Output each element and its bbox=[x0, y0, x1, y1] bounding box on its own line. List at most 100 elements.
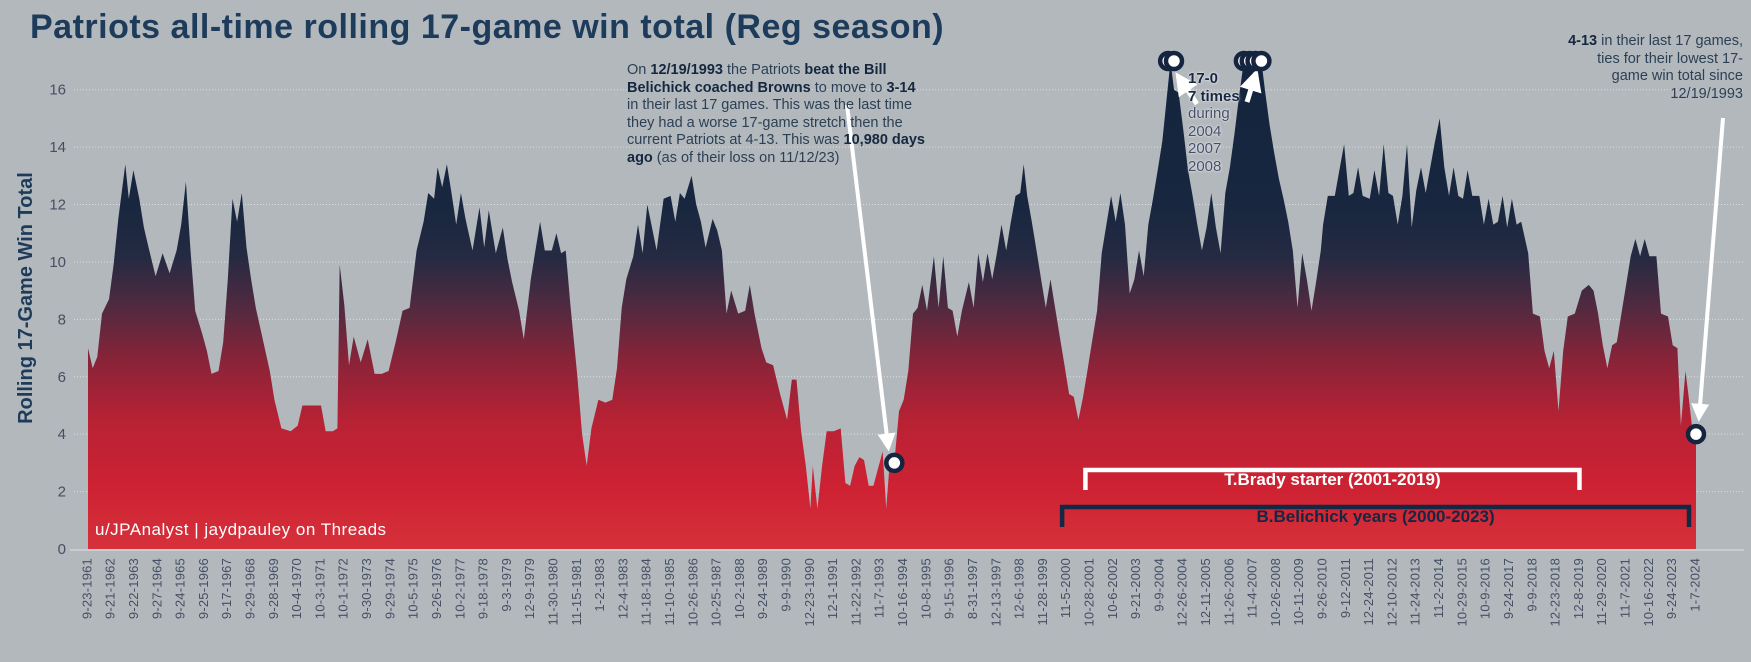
x-tick-label: 9-21-2003 bbox=[1128, 558, 1143, 619]
x-tick-label: 12-13-1997 bbox=[988, 558, 1003, 627]
era-bracket-label: T.Brady starter (2001-2019) bbox=[1224, 470, 1440, 489]
area-series bbox=[88, 61, 1696, 549]
arrow-17-0-right-icon bbox=[1239, 68, 1262, 103]
x-tick-label: 10-1-1972 bbox=[336, 558, 351, 619]
y-tick-label: 8 bbox=[58, 311, 66, 328]
x-tick-label: 10-16-1994 bbox=[895, 558, 910, 627]
x-tick-label: 9-28-1969 bbox=[266, 558, 281, 619]
x-tick-label: 12-10-2012 bbox=[1384, 558, 1399, 627]
x-tick-label: 12-9-1979 bbox=[522, 558, 537, 619]
x-tick-label: 9-29-1974 bbox=[382, 558, 397, 619]
x-tick-label: 9-9-1990 bbox=[779, 558, 794, 612]
marker-17-0 bbox=[1251, 50, 1272, 72]
x-tick-label: 10-28-2001 bbox=[1082, 558, 1097, 627]
watermark-credit: u/JPAnalyst | jaydpauley on Threads bbox=[95, 520, 387, 539]
x-tick-label: 9-26-2010 bbox=[1315, 558, 1330, 619]
x-tick-label: 9-12-2011 bbox=[1338, 558, 1353, 618]
x-tick-label: 9-24-1965 bbox=[173, 558, 188, 619]
x-tick-label: 9-15-1996 bbox=[942, 558, 957, 619]
x-tick-label: 9-23-1961 bbox=[79, 558, 94, 619]
x-tick-label: 10-5-1975 bbox=[406, 558, 421, 619]
x-tick-label: 10-6-2002 bbox=[1105, 558, 1120, 619]
axis-labels: 9-23-1961 9-21-1962 9-22-1963 9-27-1964 9-24… bbox=[49, 82, 1702, 627]
y-axis-title: Rolling 17-Game Win Total bbox=[15, 172, 37, 424]
annotation-text-segment: to move to bbox=[810, 79, 887, 96]
marker-17-0 bbox=[1163, 50, 1185, 72]
x-tick-label: 9-27-1964 bbox=[149, 558, 164, 619]
x-tick-label: 11-5-2000 bbox=[1058, 558, 1073, 618]
annotation-line: 2004 bbox=[1188, 122, 1222, 140]
annotation-text-segment: (as of their loss on 11/12/23) bbox=[652, 149, 840, 166]
x-tick-label: 11-4-2007 bbox=[1245, 558, 1260, 618]
x-tick-label: 10-26-1986 bbox=[685, 558, 700, 627]
annotation-17-0-peaks: 17-0 7 times during 2004 2007 2008 bbox=[1188, 70, 1240, 175]
x-tick-label: 11-15-1981 bbox=[569, 558, 584, 626]
x-tick-label: 11-7-2021 bbox=[1618, 558, 1633, 618]
x-tick-label: 10-16-2022 bbox=[1641, 558, 1656, 627]
annotation-text-segment: On bbox=[627, 62, 651, 78]
era-bracket-label: B.Belichick years (2000-2023) bbox=[1256, 507, 1494, 526]
x-tick-label: 10-26-2008 bbox=[1268, 558, 1283, 627]
x-tick-label: 10-3-1971 bbox=[312, 558, 327, 619]
x-tick-label: 9-9-2004 bbox=[1151, 558, 1166, 612]
y-tick-label: 16 bbox=[49, 82, 66, 99]
x-tick-label: 11-24-2013 bbox=[1408, 558, 1423, 626]
x-tick-label: 11-7-1993 bbox=[872, 558, 887, 618]
pointer-line-2023-icon bbox=[1691, 117, 1725, 422]
marker-2023-low bbox=[1685, 423, 1707, 445]
annotation-line: 7 times bbox=[1188, 87, 1240, 105]
x-tick-label: 1-7-2024 bbox=[1687, 558, 1702, 612]
y-tick-label: 10 bbox=[49, 254, 66, 271]
x-tick-label: 10-9-2016 bbox=[1478, 558, 1493, 619]
x-tick-label: 9-18-1978 bbox=[476, 558, 491, 619]
x-tick-label: 12-6-1998 bbox=[1012, 558, 1027, 619]
rolling-win-total-area bbox=[88, 61, 1696, 549]
x-tick-label: 11-26-2006 bbox=[1221, 558, 1236, 626]
era-bracket bbox=[1083, 467, 1582, 490]
x-tick-label: 10-29-2015 bbox=[1454, 558, 1469, 627]
marker-1993-low bbox=[884, 452, 905, 474]
x-tick-label: 9-24-2023 bbox=[1664, 558, 1679, 619]
x-tick-label: 11-29-2020 bbox=[1594, 558, 1609, 626]
y-tick-label: 14 bbox=[49, 139, 66, 156]
y-tick-label: 6 bbox=[58, 369, 66, 386]
x-tick-label: 1-2-1983 bbox=[592, 558, 607, 612]
x-tick-label: 12-1-1991 bbox=[825, 558, 840, 619]
x-tick-label: 9-9-2018 bbox=[1524, 558, 1539, 612]
x-tick-label: 9-17-1967 bbox=[219, 558, 234, 619]
annotation-text-segment: 10,980 days ago bbox=[627, 132, 925, 166]
x-tick-label: 11-18-1984 bbox=[639, 558, 654, 626]
era-brackets: T.Brady starter (2001-2019) B.Belichick y… bbox=[1059, 467, 1692, 527]
annotation-text-segment: in their last 17 games. This was the las… bbox=[627, 97, 913, 148]
x-tick-label: 11-28-1999 bbox=[1035, 558, 1050, 626]
x-tick-label: 11-22-1992 bbox=[848, 558, 863, 626]
x-tick-label: 8-31-1997 bbox=[965, 558, 980, 619]
x-tick-label: 9-21-1962 bbox=[103, 558, 118, 619]
y-tick-label: 4 bbox=[58, 426, 66, 443]
y-tick-label: 2 bbox=[58, 484, 66, 501]
era-bracket bbox=[1059, 504, 1692, 527]
x-tick-label: 10-4-1970 bbox=[289, 558, 304, 619]
annotation-text-segment: the Patriots bbox=[722, 62, 805, 78]
x-tick-label: 11-2-2014 bbox=[1431, 558, 1446, 618]
pointer-line-1993-icon bbox=[845, 104, 896, 452]
x-tick-label: 9-24-2017 bbox=[1501, 558, 1516, 619]
x-tick-label: 10-25-1987 bbox=[709, 558, 724, 627]
y-tick-label: 12 bbox=[49, 197, 66, 214]
annotation-1993-low: On 12/19/1993 the Patriots beat the Bill… bbox=[627, 62, 927, 167]
arrow-17-0-left-icon bbox=[1175, 72, 1200, 106]
x-tick-label: 9-25-1966 bbox=[196, 558, 211, 619]
x-tick-label: 9-22-1963 bbox=[126, 558, 141, 619]
annotation-line: 17-0 bbox=[1188, 70, 1219, 87]
x-tick-label: 12-23-1990 bbox=[802, 558, 817, 627]
x-tick-label: 12-26-2004 bbox=[1175, 558, 1190, 627]
annotation-line: 2007 bbox=[1188, 140, 1222, 157]
annotation-text-segment: 4-13 bbox=[1568, 33, 1598, 49]
annotation-pointer-arrows bbox=[845, 68, 1725, 452]
x-tick-label: 9-24-1989 bbox=[755, 558, 770, 619]
annotation-text-segment: beat the Bill Belichick coached Browns bbox=[627, 62, 887, 96]
x-tick-label: 12-4-1983 bbox=[615, 558, 630, 619]
data-point-markers bbox=[884, 50, 1707, 474]
annotation-4-13-current: 4-13 in their last 17 games, ties for th… bbox=[1563, 33, 1743, 103]
